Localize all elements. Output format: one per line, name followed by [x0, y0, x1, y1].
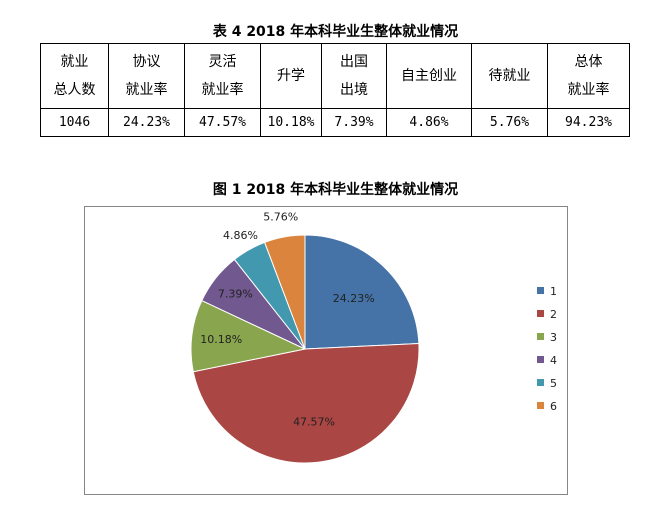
header-cell-abroad: 出国 出境 [321, 43, 387, 109]
value-cell: 4.86% [386, 108, 472, 137]
slice-label-3: 10.18% [200, 333, 242, 346]
pie-slice-2 [192, 342, 420, 464]
slice-label-1: 24.23% [333, 292, 375, 305]
slice-label-2: 47.57% [293, 415, 335, 428]
pie-chart: 24.23% 47.57% 10.18% 7.39% 4.86% 5.76% 1 2 3 4 5 6 [190, 211, 557, 464]
legend-swatch-1 [537, 287, 544, 294]
header-cell-flexible-rate: 灵活 就业率 [184, 43, 261, 109]
employment-table: 就业 总人数 协议 就业率 灵活 就业率 升学 出国 出境 自主创业 待就业 总体 就业率… [40, 43, 630, 137]
value-cell: 24.23% [108, 108, 185, 137]
slice-label-4: 7.39% [218, 288, 253, 301]
pie-chart-frame: 24.23% 47.57% 10.18% 7.39% 4.86% 5.76% 1 2 3 4 5 6 [84, 206, 568, 495]
header-cell-contract-rate: 协议 就业率 [108, 43, 185, 109]
slice-label-5: 4.86% [223, 229, 258, 242]
legend-label-4: 4 [550, 354, 557, 367]
value-cell: 10.18% [260, 108, 322, 137]
legend-label-3: 3 [550, 331, 557, 344]
value-cell: 47.57% [184, 108, 261, 137]
pie-slice-3 [190, 299, 307, 373]
table-title: 表 4 2018 年本科毕业生整体就业情况 [212, 24, 459, 40]
legend-swatch-2 [537, 310, 544, 317]
pie-slice-6 [263, 234, 306, 350]
legend-swatch-4 [537, 356, 544, 363]
value-cell: 1046 [40, 108, 109, 137]
legend-label-5: 5 [550, 377, 557, 390]
legend-swatch-5 [537, 379, 544, 386]
table-value-row: 1046 24.23% 47.57% 10.18% 7.39% 4.86% 5.… [40, 108, 630, 137]
header-cell-startup: 自主创业 [386, 43, 472, 109]
legend-label-1: 1 [550, 285, 557, 298]
legend-swatch-3 [537, 333, 544, 340]
pie-slice-1 [304, 234, 420, 350]
header-cell-further-study: 升学 [260, 43, 322, 109]
figure-title: 图 1 2018 年本科毕业生整体就业情况 [212, 182, 459, 198]
header-cell-total: 就业 总人数 [40, 43, 109, 109]
table-header-row: 就业 总人数 协议 就业率 灵活 就业率 升学 出国 出境 自主创业 待就业 总体 就业率 [40, 43, 630, 109]
value-cell: 7.39% [321, 108, 387, 137]
value-cell: 5.76% [471, 108, 548, 137]
header-cell-overall-rate: 总体 就业率 [547, 43, 630, 109]
legend-label-2: 2 [550, 308, 557, 321]
legend-swatch-6 [537, 402, 544, 409]
header-cell-unemployed: 待就业 [471, 43, 548, 109]
value-cell: 94.23% [547, 108, 630, 137]
legend-label-6: 6 [550, 400, 557, 413]
slice-label-6: 5.76% [263, 211, 298, 224]
